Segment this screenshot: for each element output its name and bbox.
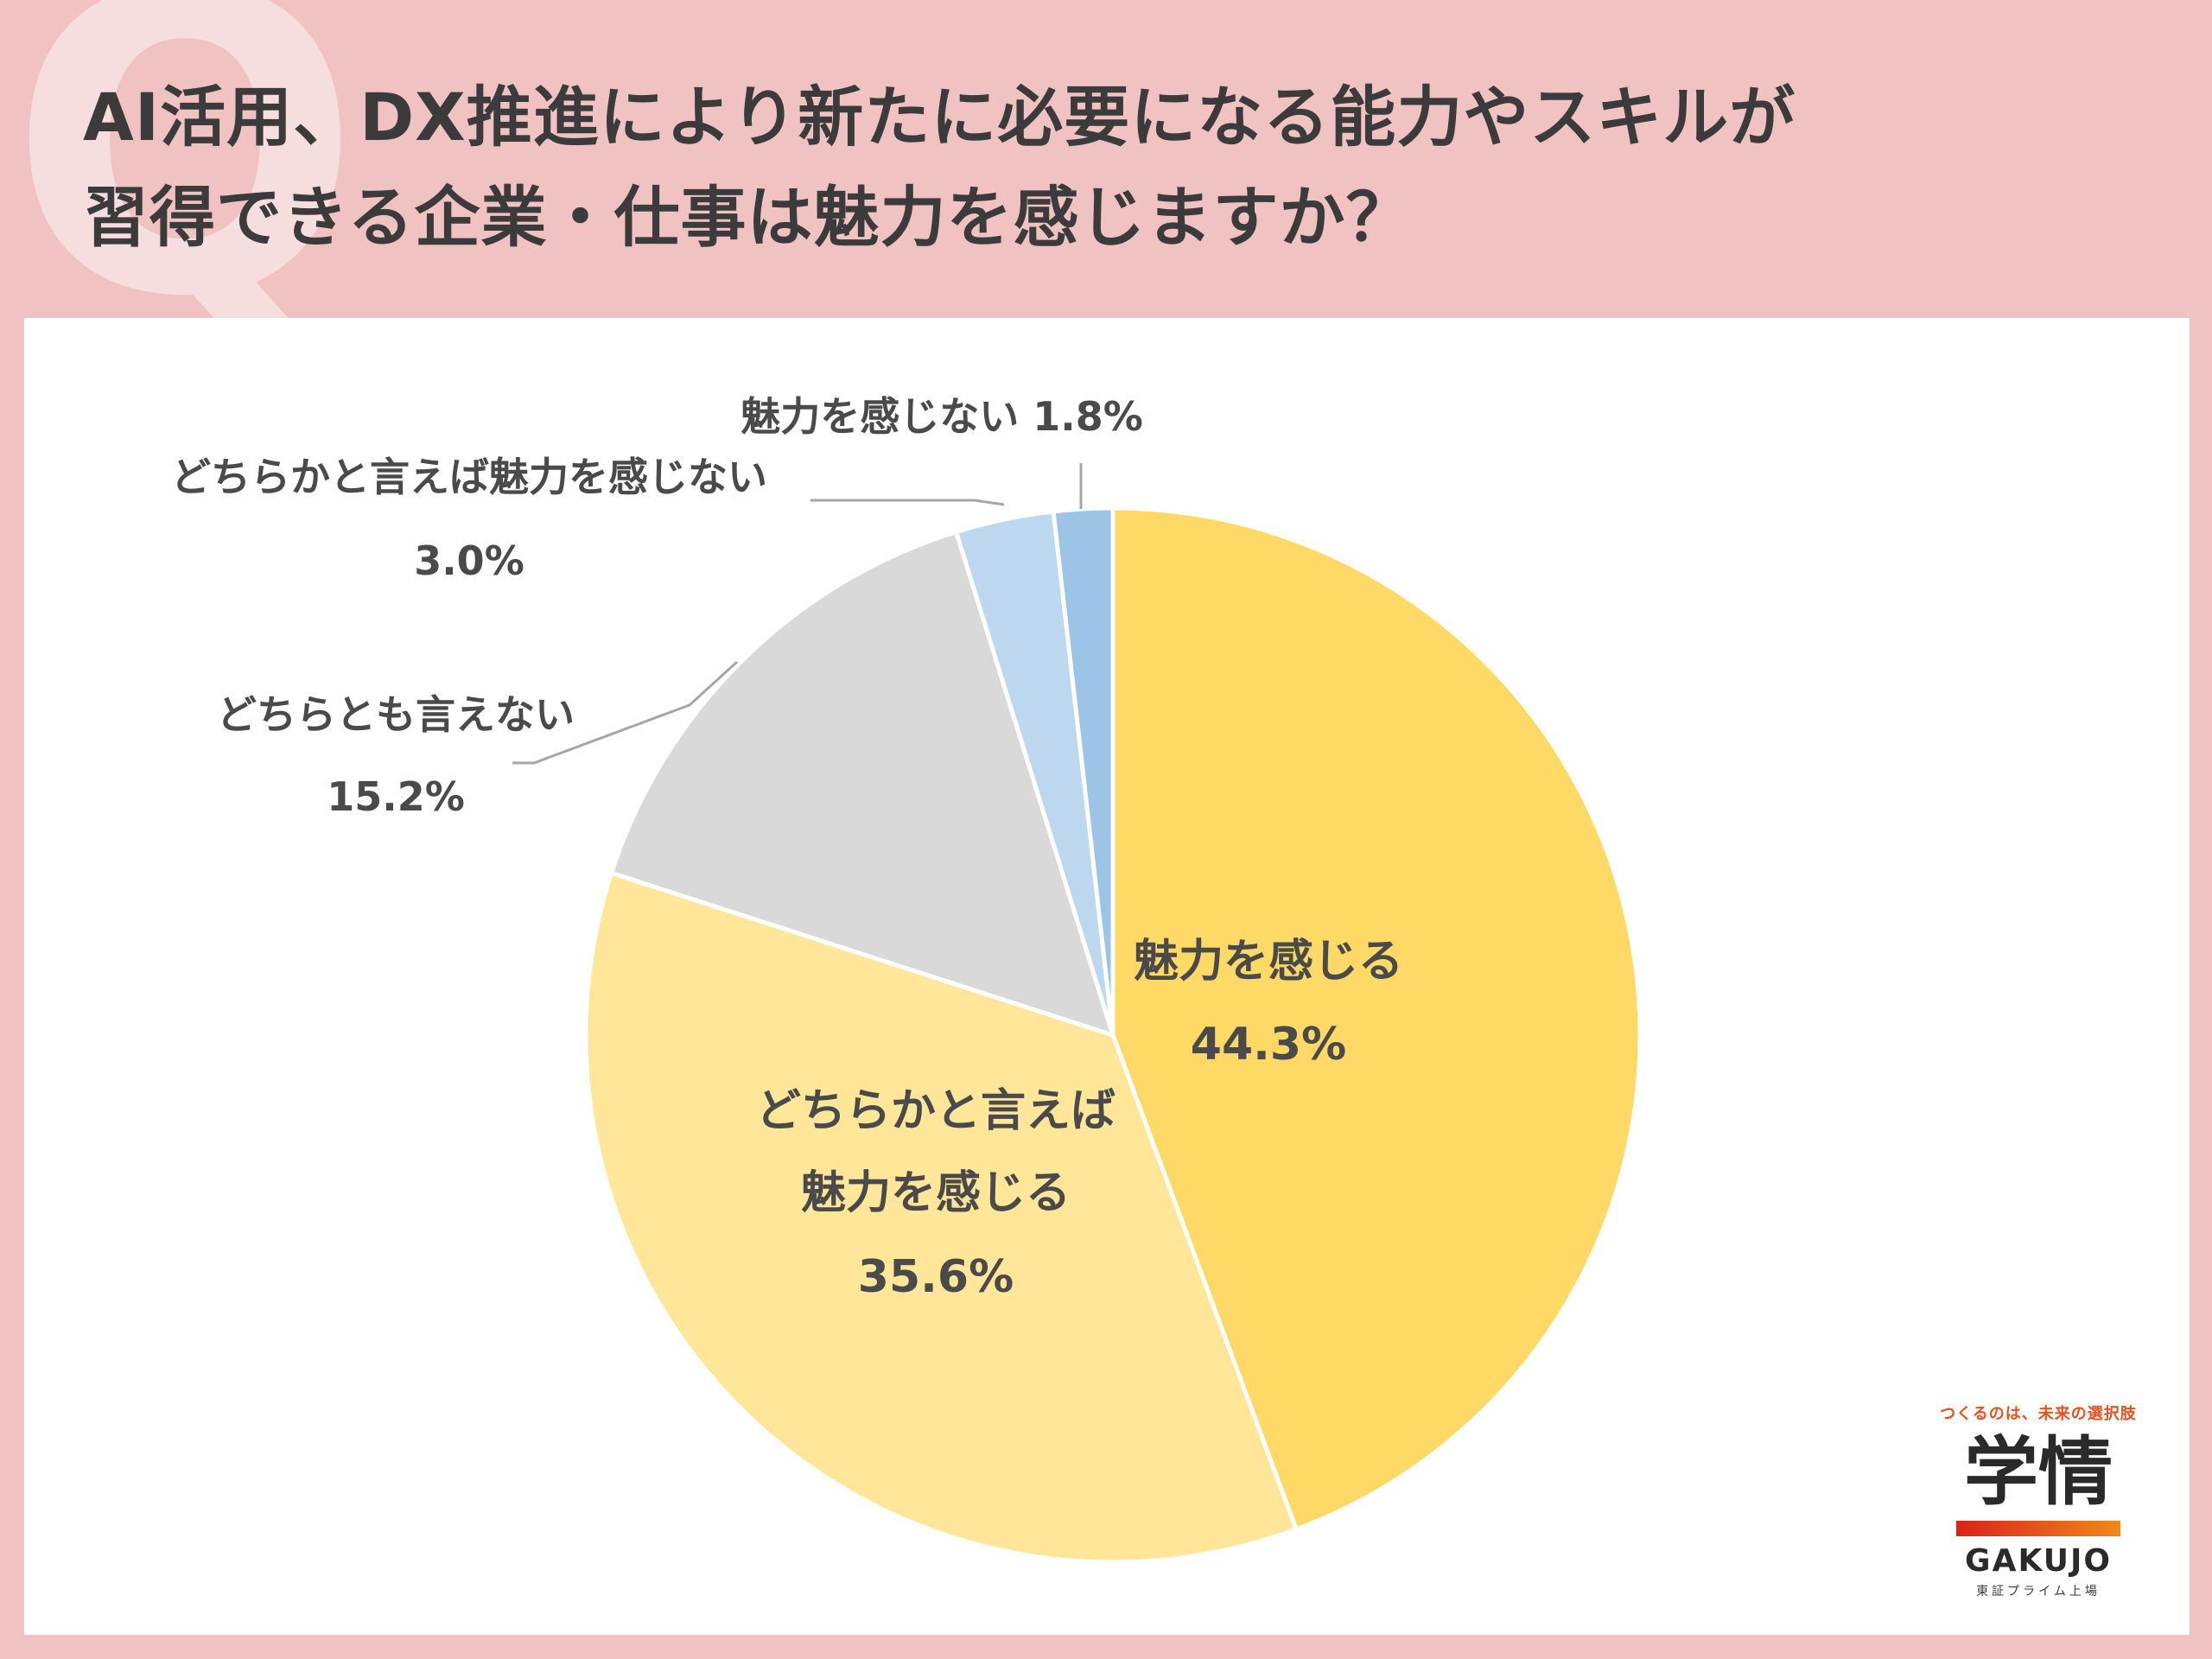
pie-slice-3 bbox=[608, 529, 1116, 1039]
title-line-1: AI活用、DX推進により新たに必要になる能力やスキルが bbox=[83, 79, 1796, 156]
slice-label-1-line-1: 魅力を感じる bbox=[1134, 936, 1403, 988]
slice-label-2-line-1: どちらかと言えば bbox=[756, 1085, 1116, 1137]
gakujo-logo: つくるのは、未来の選択肢 学情 GAKUJO 東証プライム上場 bbox=[1927, 1395, 2150, 1611]
slice-value-4: 3.0% bbox=[414, 537, 524, 584]
logo-bar bbox=[1956, 1521, 2120, 1536]
slice-value-1: 44.3% bbox=[1191, 1019, 1346, 1071]
pie-slice-2 bbox=[583, 870, 1300, 1565]
slice-value-3: 15.2% bbox=[327, 773, 465, 820]
title-line-2: 習得できる企業・仕事は魅力を感じますか？ bbox=[83, 179, 1413, 256]
slice-value-2: 35.6% bbox=[858, 1251, 1014, 1303]
leader-line-3 bbox=[512, 660, 739, 765]
logo-sub: 東証プライム上場 bbox=[1976, 1585, 2101, 1599]
pie-slice-5 bbox=[1051, 505, 1116, 1036]
slice-label-3-line-1: どちらとも言えない bbox=[217, 691, 575, 738]
pie-chart: 魅力を感じる44.3%どちらかと言えば魅力を感じる35.6%どちらとも言えない1… bbox=[171, 393, 1643, 1565]
logo-name: GAKUJO bbox=[1965, 1543, 2112, 1579]
logo-kanji: 学情 bbox=[1964, 1429, 2113, 1516]
slice-label-4-line-1: どちらかと言えば魅力を感じない bbox=[171, 454, 767, 500]
leader-line-4 bbox=[810, 499, 1005, 506]
slice-label-5: 魅力を感じない 1.8% bbox=[741, 393, 1143, 440]
logo-tagline: つくるのは、未来の選択肢 bbox=[1940, 1405, 2137, 1423]
slice-label-2-line-2: 魅力を感じる bbox=[801, 1167, 1071, 1219]
q-watermark: Q bbox=[9, 0, 362, 388]
question-title: AI活用、DX推進により新たに必要になる能力やスキルが 習得できる企業・仕事は魅… bbox=[83, 67, 2174, 268]
chart-panel: 魅力を感じる 44.3% どちらかと言えば 魅力を感じる 35.6% どちらとも言えない 1… bbox=[24, 318, 2190, 1635]
pie-slice-1 bbox=[1110, 505, 1643, 1533]
